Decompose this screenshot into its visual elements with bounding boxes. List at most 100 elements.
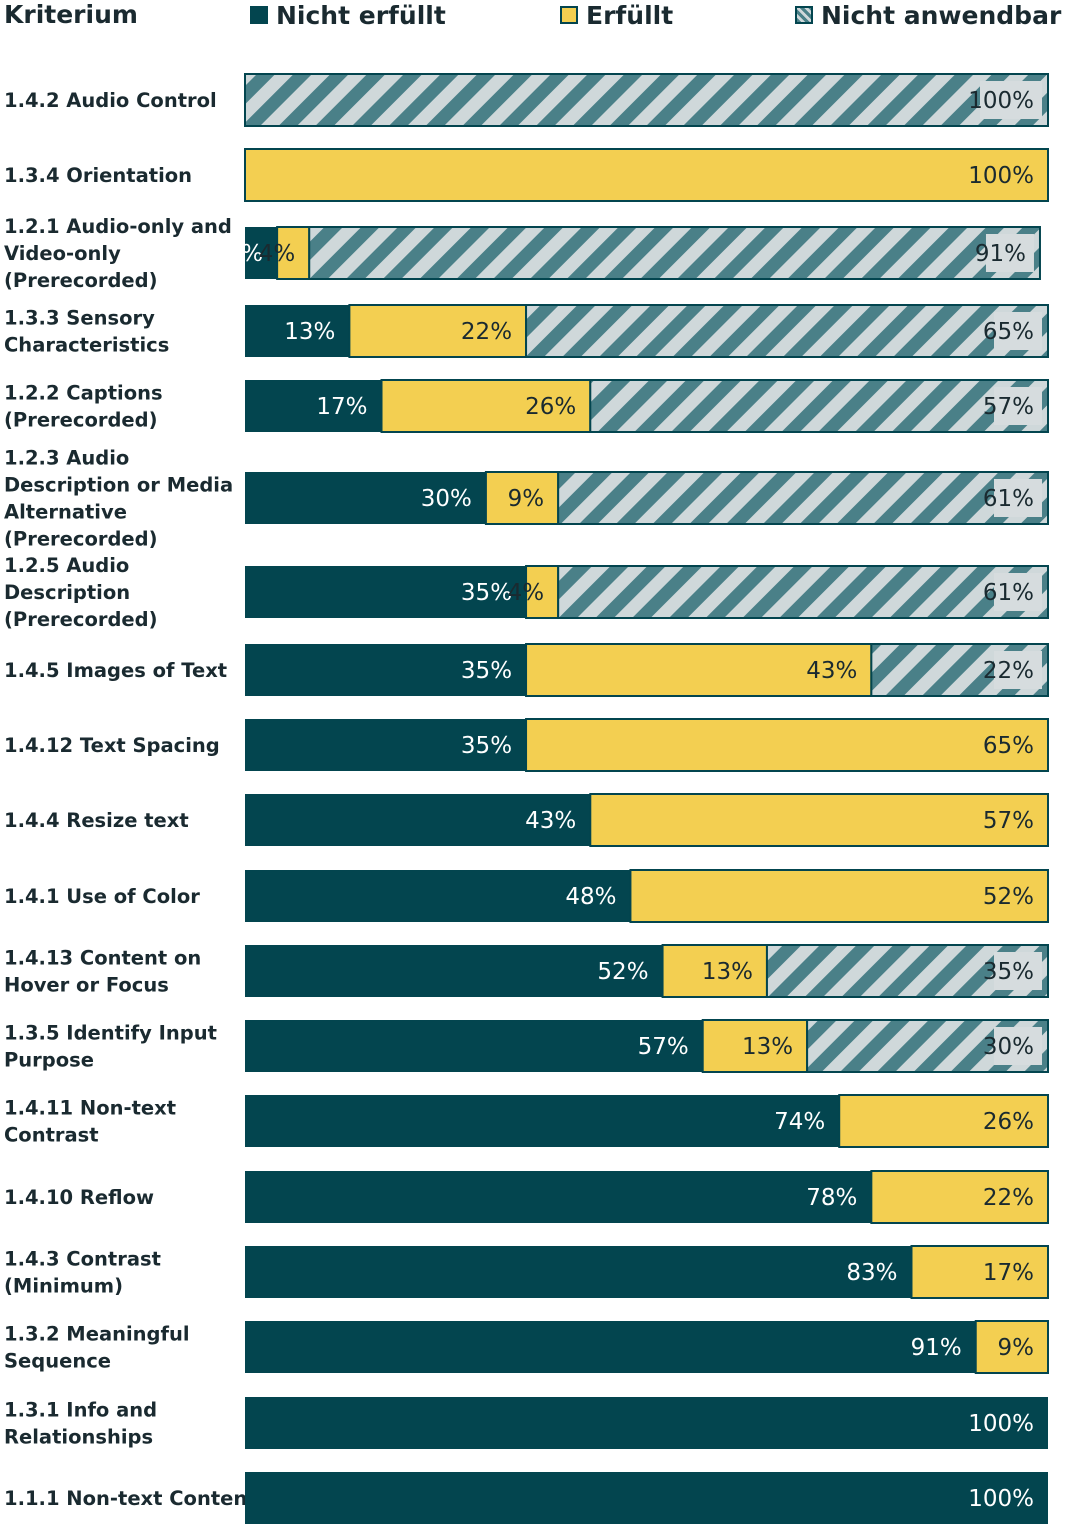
data-label: 35% <box>461 733 512 759</box>
data-label: 43% <box>806 658 857 684</box>
bar-segment-met <box>525 718 1049 772</box>
category-label-line: Sequence <box>4 1350 111 1373</box>
category-label: 1.4.13 Content on Hover or Focus <box>4 947 201 997</box>
bar-segment-not-met <box>245 945 663 997</box>
category-label: 1.2.2 Captions (Prerecorded) <box>4 382 163 432</box>
data-label: 100% <box>968 88 1034 114</box>
data-label: 13% <box>284 319 335 345</box>
data-label: 57% <box>983 394 1034 420</box>
bar-row: 1.4.3 Contrast (Minimum) 83% 17% <box>4 1245 1049 1299</box>
value-label-backdrop <box>985 234 1034 272</box>
value-label-backdrop <box>980 81 1042 119</box>
category-label-line: 1.4.3 Contrast <box>4 1248 161 1271</box>
chart-rows: 1.4.2 Audio Control 100% 1.3.4 Orientation… <box>4 73 1050 1524</box>
category-label-line: Relationships <box>4 1426 153 1449</box>
bar-segment-met <box>525 565 560 619</box>
bar-row: 1.3.4 Orientation 100% <box>4 148 1049 202</box>
category-label-line: 1.4.5 Images of Text <box>4 659 227 682</box>
bar-segment-not-met <box>245 1020 703 1072</box>
bar-segment-not-met <box>245 1472 1048 1524</box>
bar-segment-met <box>629 869 1049 923</box>
data-label: 26% <box>525 394 576 420</box>
category-label: 1.4.11 Non-text Contrast <box>4 1097 176 1147</box>
category-label: 1.2.1 Audio-only and Video-only (Prerecord… <box>4 215 232 292</box>
data-label: 61% <box>983 486 1034 512</box>
legend-label-met: Erfüllt <box>586 0 674 30</box>
bar-segment-not-met <box>245 1321 976 1373</box>
bar-segment-met <box>870 1170 1050 1224</box>
category-label: 1.4.5 Images of Text <box>4 659 227 682</box>
data-label: 17% <box>983 1260 1034 1286</box>
category-label-line: (Prerecorded) <box>4 269 158 292</box>
bar-row: 1.3.3 Sensory Characteristics 13% 22% 65% <box>4 304 1049 358</box>
bar-row: 1.2.1 Audio-only and Video-only (Prerecord… <box>4 215 1041 292</box>
data-label: 26% <box>983 1109 1034 1135</box>
category-label: 1.4.1 Use of Color <box>4 885 200 908</box>
data-label: 100% <box>968 1486 1034 1512</box>
data-label: 43% <box>525 808 576 834</box>
data-label: 74% <box>774 1109 825 1135</box>
value-label-backdrop <box>994 952 1042 990</box>
category-label: 1.2.3 Audio Description or Media Alternati… <box>4 447 233 551</box>
category-label: 1.4.3 Contrast (Minimum) <box>4 1248 161 1298</box>
bar-segment-not-met <box>245 870 631 922</box>
value-label-backdrop <box>994 387 1042 425</box>
legend-label-not-met: Nicht erfüllt <box>276 0 446 30</box>
hatched-square-icon <box>795 6 813 24</box>
category-label: 1.3.5 Identify Input Purpose <box>4 1022 217 1072</box>
data-label: 91% <box>911 1335 962 1361</box>
category-label: 1.1.1 Non-text Content <box>4 1487 257 1510</box>
category-label-line: (Prerecorded) <box>4 409 158 432</box>
category-label-line: 1.4.11 Non-text <box>4 1097 176 1120</box>
value-label-backdrop <box>994 312 1042 350</box>
data-label: 4% <box>227 241 264 267</box>
bar-segment-met <box>244 148 1049 202</box>
legend-item-not-met: Nicht erfüllt <box>250 0 446 30</box>
bar-row: 1.3.1 Info and Relationships 100% <box>4 1397 1048 1449</box>
bar-row: 1.4.2 Audio Control 100% <box>4 73 1049 127</box>
category-label-line: Purpose <box>4 1049 94 1072</box>
bar-segment-met <box>276 226 311 280</box>
category-label-line: 1.3.1 Info and <box>4 1399 157 1422</box>
bar-segment-not-applicable <box>557 565 1049 619</box>
bar-segment-met <box>838 1094 1049 1148</box>
category-label: 1.3.3 Sensory Characteristics <box>4 307 169 357</box>
category-label-line: Hover or Focus <box>4 974 169 997</box>
category-label: 1.4.12 Text Spacing <box>4 734 220 757</box>
data-label: 100% <box>968 1411 1034 1437</box>
category-label-line: 1.3.4 Orientation <box>4 164 192 187</box>
bar-segment-not-met <box>245 1095 840 1147</box>
category-label-line: 1.3.3 Sensory <box>4 307 155 330</box>
data-label: 4% <box>259 241 296 267</box>
category-label-line: 1.4.2 Audio Control <box>4 89 217 112</box>
category-label-line: Video-only <box>4 242 121 265</box>
bar-segment-not-met <box>245 566 527 618</box>
legend-item-met: Erfüllt <box>560 0 673 30</box>
data-label: 35% <box>461 580 512 606</box>
data-label: 30% <box>983 1034 1034 1060</box>
data-label: 35% <box>983 959 1034 985</box>
bar-row: 1.4.11 Non-text Contrast 74% 26% <box>4 1094 1049 1148</box>
data-label: 30% <box>421 486 472 512</box>
value-label-backdrop <box>994 573 1042 611</box>
bar-segment-met <box>525 643 873 697</box>
data-label: 83% <box>846 1260 897 1286</box>
bar-segment-not-met <box>245 1246 912 1298</box>
category-label-line: (Prerecorded) <box>4 528 158 551</box>
category-label: 1.3.2 Meaningful Sequence <box>4 1323 190 1373</box>
bar-row: 1.4.4 Resize text 43% 57% <box>4 793 1049 847</box>
data-label: 57% <box>983 808 1034 834</box>
bar-row: 1.4.5 Images of Text 35% 43% 22% <box>4 643 1050 697</box>
bar-row: 1.4.10 Reflow 78% 22% <box>4 1170 1050 1224</box>
outlined-square-icon <box>560 6 578 24</box>
criterion-column-header: Kriterium <box>4 0 138 29</box>
data-label: 9% <box>998 1335 1035 1361</box>
bar-segment-not-applicable <box>557 471 1049 525</box>
bar-segment-met <box>348 304 528 358</box>
data-label: 48% <box>565 884 616 910</box>
bar-row: 1.3.2 Meaningful Sequence 91% 9% <box>4 1320 1049 1374</box>
bar-segment-met <box>589 793 1049 847</box>
category-label-line: (Minimum) <box>4 1275 123 1298</box>
bar-segment-not-applicable <box>244 73 1049 127</box>
bar-row: 1.2.2 Captions (Prerecorded) 17% 26% 57% <box>4 379 1049 433</box>
